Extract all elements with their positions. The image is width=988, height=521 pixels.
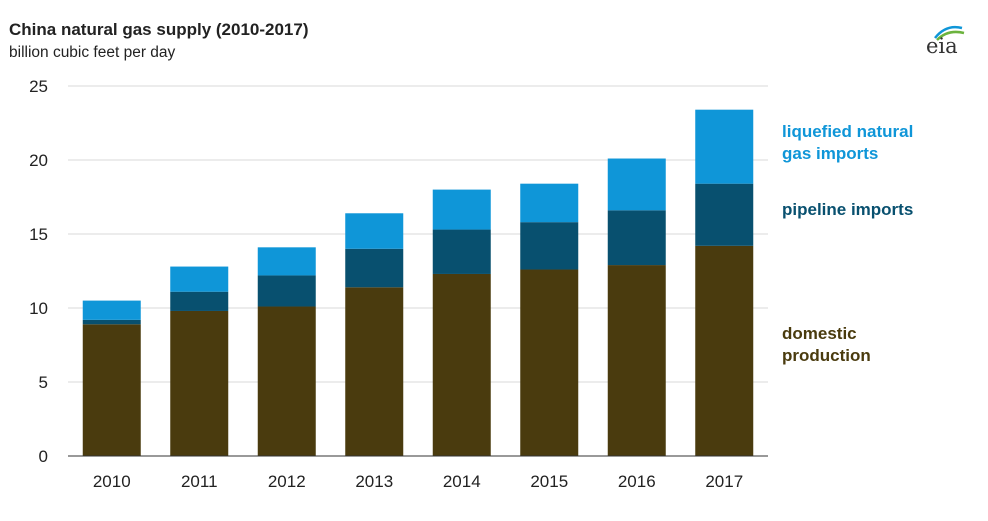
bar-lng [695, 109, 754, 184]
logo-text: eia [926, 34, 958, 58]
y-tick-label: 0 [39, 447, 48, 466]
bar-pipeline [82, 319, 141, 325]
eia-logo: eia [926, 22, 966, 64]
x-tick-label: 2014 [443, 472, 481, 491]
bar-lng [257, 247, 316, 276]
x-tick-label: 2013 [355, 472, 393, 491]
legend-lng: liquefied natural gas imports [782, 122, 914, 163]
bar-pipeline [432, 229, 491, 274]
x-tick-label: 2010 [93, 472, 131, 491]
x-tick-label: 2017 [705, 472, 743, 491]
legend-pipeline: pipeline imports [782, 200, 914, 219]
bar-domestic [607, 265, 666, 456]
legend-domestic: domestic production [782, 324, 871, 365]
bar-lng [345, 213, 404, 249]
bar-pipeline [170, 291, 229, 311]
bar-pipeline [345, 248, 404, 288]
bar-domestic [432, 273, 491, 456]
logo-swoosh-icon [934, 25, 965, 41]
x-tick-label: 2015 [530, 472, 568, 491]
bar-domestic [170, 310, 229, 456]
bar-lng [520, 183, 579, 223]
y-tick-label: 25 [29, 77, 48, 96]
bar-pipeline [607, 210, 666, 266]
x-tick-label: 2012 [268, 472, 306, 491]
bar-pipeline [520, 222, 579, 270]
y-tick-label: 15 [29, 225, 48, 244]
bar-domestic [257, 306, 316, 456]
y-tick-label: 20 [29, 151, 48, 170]
chart-title: China natural gas supply (2010-2017) [9, 20, 309, 39]
bar-domestic [82, 324, 141, 456]
y-tick-label: 10 [29, 299, 48, 318]
chart-subtitle: billion cubic feet per day [9, 44, 176, 61]
bar-domestic [345, 287, 404, 456]
x-tick-label: 2011 [181, 472, 218, 491]
bar-domestic [695, 245, 754, 456]
bar-pipeline [257, 275, 316, 307]
x-tick-label: 2016 [618, 472, 656, 491]
bar-lng [607, 158, 666, 211]
bar-lng [170, 266, 229, 292]
bar-lng [432, 189, 491, 230]
y-tick-label: 5 [39, 373, 48, 392]
bar-lng [82, 300, 141, 320]
bar-pipeline [695, 183, 754, 246]
bar-domestic [520, 269, 579, 456]
